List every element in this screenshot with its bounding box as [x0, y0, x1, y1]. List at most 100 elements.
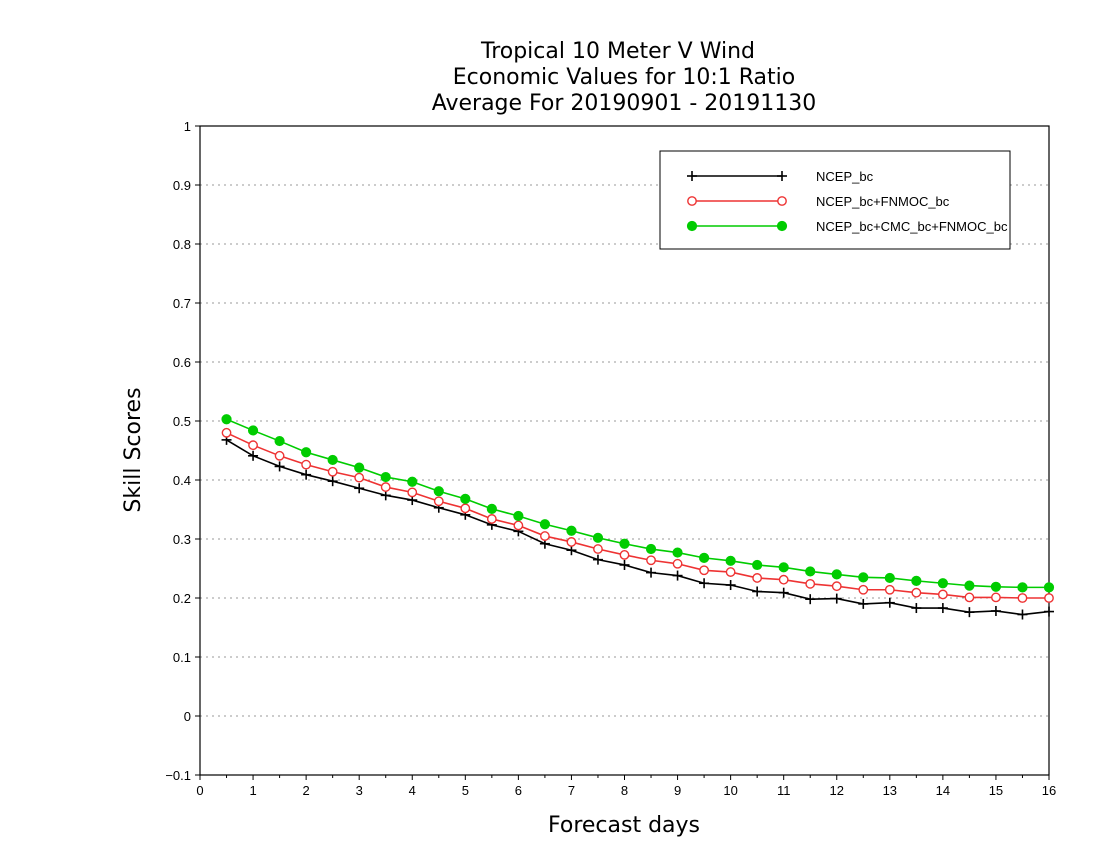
- data-point-plus: [699, 578, 710, 589]
- x-tick-label: 14: [936, 783, 950, 798]
- data-point-filled-circle: [566, 525, 577, 536]
- x-tick-label: 6: [515, 783, 522, 798]
- legend-box: [659, 150, 1011, 250]
- data-point-open-circle: [964, 592, 975, 603]
- data-point-plus: [990, 605, 1001, 616]
- data-point-plus: [327, 476, 338, 487]
- x-tick-label: 1: [249, 783, 256, 798]
- series-1: [221, 434, 1054, 620]
- data-point-filled-circle: [937, 578, 948, 589]
- y-tick-label: −0.1: [165, 768, 191, 783]
- data-point-plus: [725, 580, 736, 591]
- data-point-open-circle: [752, 573, 763, 583]
- data-point-filled-circle: [327, 454, 338, 466]
- data-point-filled-circle: [221, 414, 232, 425]
- y-tick-label: 0: [184, 709, 191, 724]
- chart-title: Tropical 10 Meter V Wind Economic Values…: [432, 39, 817, 116]
- data-point-open-circle: [1044, 593, 1054, 603]
- data-point-plus: [646, 567, 657, 578]
- data-point-open-circle: [699, 565, 709, 576]
- data-point-plus: [619, 559, 630, 570]
- data-point-plus: [566, 545, 577, 556]
- data-point-open-circle: [566, 537, 577, 547]
- y-tick-label: 0.9: [173, 178, 191, 193]
- data-point-filled-circle: [433, 486, 444, 497]
- x-tick-label: 7: [568, 783, 575, 798]
- data-point-filled-circle: [990, 581, 1002, 592]
- data-point-filled-circle: [513, 510, 524, 522]
- data-point-open-circle: [407, 487, 418, 498]
- data-point-open-circle: [858, 584, 869, 595]
- chart-title-line-3: Average For 20190901 - 20191130: [432, 91, 817, 116]
- data-point-open-circle: [221, 427, 232, 438]
- x-tick-label: 10: [723, 783, 737, 798]
- data-point-filled-circle: [592, 532, 604, 543]
- data-point-open-circle: [301, 459, 312, 470]
- data-point-plus: [752, 586, 763, 597]
- data-point-open-circle: [687, 196, 697, 206]
- data-point-filled-circle: [752, 559, 763, 571]
- data-point-plus: [672, 570, 683, 581]
- data-point-open-circle: [540, 531, 550, 541]
- y-tick-label: 0.5: [173, 414, 191, 429]
- data-point-open-circle: [672, 558, 683, 569]
- legend-entry-1: NCEP_bc: [687, 169, 874, 184]
- x-axis-ticks: 0 1 2 3 4 5 6 7 8 9 10 11 12 13 14 15 16: [196, 775, 1056, 798]
- series-line: [226, 439, 1050, 616]
- data-point-open-circle: [884, 584, 895, 595]
- data-point-filled-circle: [247, 425, 259, 436]
- x-tick-label: 4: [409, 783, 416, 798]
- x-tick-label: 11: [777, 783, 791, 798]
- legend-label: NCEP_bc: [816, 169, 874, 184]
- data-point-filled-circle: [380, 471, 391, 483]
- x-axis-label: Forecast days: [548, 813, 700, 838]
- data-point-open-circle: [593, 544, 603, 554]
- data-point-filled-circle: [776, 220, 788, 232]
- data-point-plus: [592, 554, 603, 565]
- y-tick-label: 0.4: [173, 473, 191, 488]
- data-point-plus: [831, 593, 842, 604]
- x-tick-label: 15: [989, 783, 1003, 798]
- data-point-open-circle: [274, 450, 285, 461]
- y-tick-label: 0.1: [173, 650, 191, 665]
- series-3: [221, 414, 1055, 593]
- data-point-filled-circle: [619, 538, 630, 549]
- data-point-filled-circle: [274, 435, 285, 447]
- series-layer: [221, 414, 1055, 620]
- data-point-plus: [937, 603, 948, 614]
- data-point-open-circle: [777, 196, 787, 206]
- y-axis-ticks: −0.1 0 0.1 0.2 0.3 0.4 0.5 0.6 0.7 0.8 0.9 1: [165, 119, 200, 783]
- data-point-plus: [858, 598, 869, 609]
- data-point-open-circle: [486, 514, 497, 524]
- data-point-open-circle: [327, 466, 338, 477]
- data-point-filled-circle: [354, 462, 365, 473]
- data-point-plus: [777, 171, 787, 181]
- data-point-filled-circle: [672, 547, 683, 558]
- data-point-plus: [805, 594, 816, 605]
- data-point-filled-circle: [539, 519, 551, 530]
- data-point-filled-circle: [911, 575, 922, 586]
- data-point-open-circle: [778, 574, 789, 585]
- data-point-filled-circle: [831, 569, 842, 580]
- legend-entry-2: NCEP_bc+FNMOC_bc: [687, 194, 950, 209]
- data-point-open-circle: [433, 496, 444, 507]
- data-point-plus: [687, 171, 697, 181]
- data-point-open-circle: [937, 589, 948, 600]
- x-tick-label: 3: [356, 783, 363, 798]
- data-point-open-circle: [911, 587, 922, 598]
- data-point-filled-circle: [407, 476, 418, 487]
- x-tick-label: 13: [883, 783, 897, 798]
- data-point-plus: [301, 469, 312, 480]
- data-point-plus: [884, 597, 895, 608]
- data-point-open-circle: [354, 472, 365, 483]
- data-point-filled-circle: [698, 552, 710, 563]
- data-point-open-circle: [805, 578, 816, 589]
- data-point-open-circle: [1017, 593, 1028, 603]
- data-point-open-circle: [513, 520, 524, 531]
- data-point-open-circle: [248, 440, 258, 451]
- data-point-filled-circle: [884, 572, 895, 584]
- data-point-plus: [964, 607, 975, 618]
- data-point-plus: [778, 587, 789, 598]
- data-point-plus: [248, 450, 259, 461]
